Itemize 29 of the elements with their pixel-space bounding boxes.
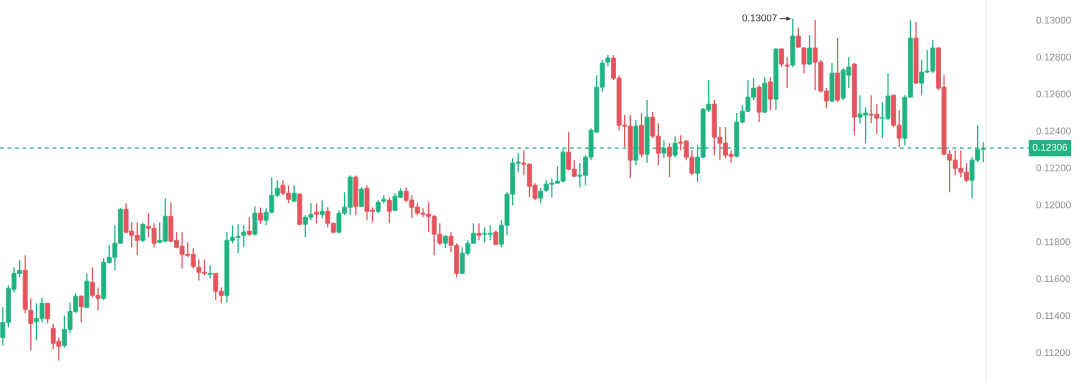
y-tick-label: 0.12000 bbox=[1036, 201, 1071, 209]
candlestick bbox=[314, 202, 319, 224]
candlestick bbox=[246, 216, 252, 237]
candlestick bbox=[28, 297, 34, 352]
candlestick bbox=[667, 142, 672, 178]
candlestick bbox=[207, 264, 213, 279]
candlestick bbox=[78, 294, 84, 323]
candlestick bbox=[241, 224, 247, 248]
y-tick-label: 0.12800 bbox=[1036, 53, 1071, 61]
candlestick bbox=[767, 76, 773, 111]
y-tick-label: 0.11200 bbox=[1036, 349, 1071, 357]
candlestick bbox=[45, 302, 51, 325]
candlestick bbox=[672, 135, 678, 158]
y-tick-label: 0.12200 bbox=[1036, 164, 1071, 172]
candlestick bbox=[807, 34, 812, 66]
annotation: 0.13007 bbox=[742, 14, 777, 22]
candlestick bbox=[252, 205, 258, 236]
candlestick bbox=[140, 222, 146, 243]
y-tick-label: 0.11600 bbox=[1036, 275, 1071, 283]
y-tick-label: 0.11800 bbox=[1036, 238, 1071, 246]
y-tick-label: 0.11400 bbox=[1036, 312, 1071, 320]
y-tick-label: 0.12600 bbox=[1036, 90, 1071, 98]
candlestick bbox=[661, 139, 667, 159]
candlestick bbox=[386, 196, 392, 224]
ref-line-label: 0.12306 bbox=[1032, 143, 1068, 151]
y-tick-label: 0.12400 bbox=[1036, 127, 1071, 135]
y-tick-label: 0.13000 bbox=[1036, 16, 1071, 24]
candlestick bbox=[476, 222, 482, 241]
candlestick bbox=[319, 199, 325, 219]
